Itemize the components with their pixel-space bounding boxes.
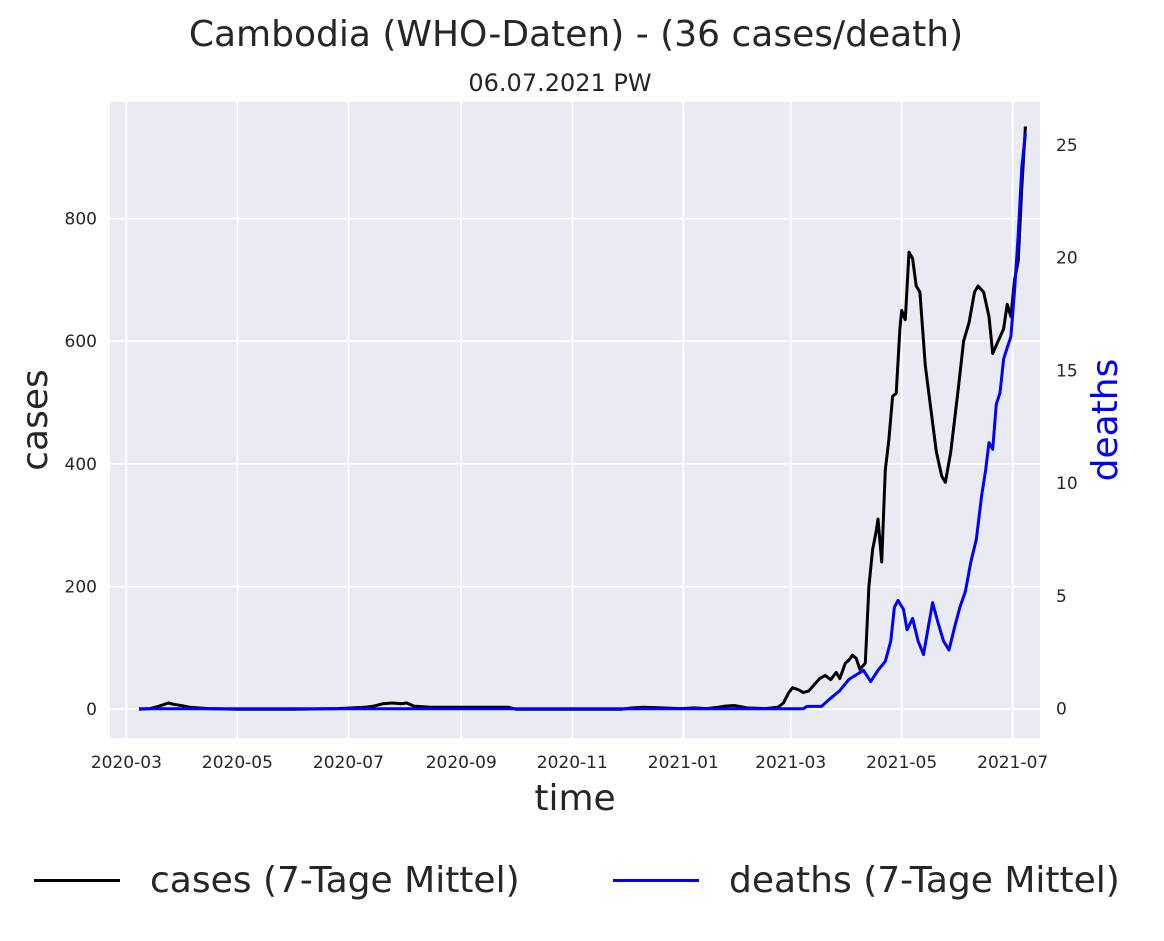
legend-item-cases: cases (7-Tage Mittel)	[34, 860, 520, 901]
chart: Cambodia (WHO-Daten) - (36 cases/death) …	[15, 14, 1126, 819]
legend-swatch-deaths	[613, 879, 699, 882]
legend-swatch-cases	[34, 879, 120, 882]
y-left-tick-label: 200	[65, 578, 97, 598]
x-tick-label: 2021-01	[648, 753, 719, 773]
chart-title: Cambodia (WHO-Daten) - (36 cases/death)	[189, 14, 963, 55]
legend-label-cases: cases (7-Tage Mittel)	[150, 860, 520, 901]
legend-item-deaths: deaths (7-Tage Mittel)	[613, 860, 1120, 901]
x-tick-label: 2020-09	[426, 753, 497, 773]
deaths-line	[139, 133, 1027, 711]
plot-area	[110, 102, 1040, 738]
y-right-tick-label: 10	[1056, 474, 1078, 494]
y-right-tick-label: 5	[1056, 587, 1067, 607]
x-axis-label: time	[534, 778, 615, 819]
y-left-tick-label: 600	[65, 332, 97, 352]
legend: cases (7-Tage Mittel) deaths (7-Tage Mit…	[0, 860, 1164, 920]
x-tick-label: 2021-07	[977, 753, 1048, 773]
x-tick-label: 2020-11	[537, 753, 608, 773]
chart-subtitle: 06.07.2021 PW	[468, 69, 651, 97]
legend-label-deaths: deaths (7-Tage Mittel)	[729, 860, 1120, 901]
y-right-tick-label: 20	[1056, 249, 1078, 269]
y-right-tick-label: 15	[1056, 361, 1078, 381]
y-left-axis-label: cases	[15, 369, 56, 471]
cases-line	[139, 126, 1027, 711]
y-left-tick-label: 800	[65, 210, 97, 230]
y-right-tick-label: 0	[1056, 700, 1067, 720]
series-layer	[139, 126, 1027, 711]
x-tick-label: 2020-03	[91, 753, 162, 773]
x-tick-label: 2021-05	[866, 753, 937, 773]
y-right-tick-label: 25	[1056, 136, 1078, 156]
y-left-tick-label: 0	[86, 700, 97, 720]
x-tick-label: 2020-05	[202, 753, 273, 773]
grid	[110, 102, 1040, 738]
x-tick-label: 2021-03	[755, 753, 826, 773]
tick-labels: 2020-03 2020-05 2020-07 2020-09 2020-11 2021-…	[65, 136, 1078, 773]
y-right-axis-label: deaths	[1085, 359, 1126, 482]
y-left-tick-label: 400	[65, 455, 97, 475]
x-tick-label: 2020-07	[313, 753, 384, 773]
